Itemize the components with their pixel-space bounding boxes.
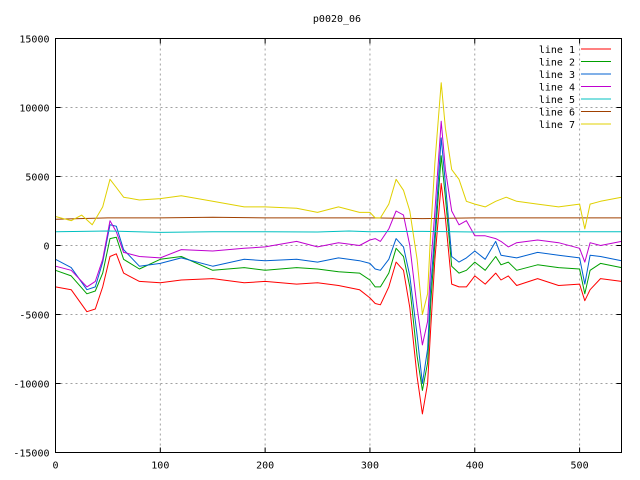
y-tick-label: -5000 [19,311,49,322]
series-line-5 [55,230,622,233]
legend-label: line 4 [539,83,575,94]
legend-label: line 6 [539,108,575,119]
y-tick-label: -15000 [13,449,49,460]
chart-title: p0020_06 [313,14,361,25]
legend-label: line 7 [539,120,575,131]
legend-label: line 2 [539,58,575,69]
x-tick-label: 0 [52,461,58,472]
x-tick-label: 400 [466,461,484,472]
x-tick-label: 300 [361,461,379,472]
series-lines [55,82,622,415]
x-tick-label: 100 [151,461,169,472]
series-line-7 [55,82,622,315]
legend-label: line 3 [539,70,575,81]
y-tick-label: 0 [43,242,49,253]
y-tick-label: 15000 [19,35,49,46]
y-tick-label: -10000 [13,380,49,391]
legend-label: line 5 [539,95,575,106]
axis-ticks: 0 100 200 300 400 500 -15000 -10000 -5000 0 5000 10… [13,35,622,472]
series-line-1 [55,182,622,415]
x-tick-label: 500 [571,461,589,472]
y-tick-label: 5000 [25,173,49,184]
y-tick-label: 10000 [19,104,49,115]
series-line-2 [55,155,622,391]
series-line-3 [55,137,622,384]
series-line-4 [55,120,622,346]
grid [55,38,622,453]
series-line-6 [55,216,622,220]
legend-label: line 1 [539,45,575,56]
x-tick-label: 200 [256,461,274,472]
